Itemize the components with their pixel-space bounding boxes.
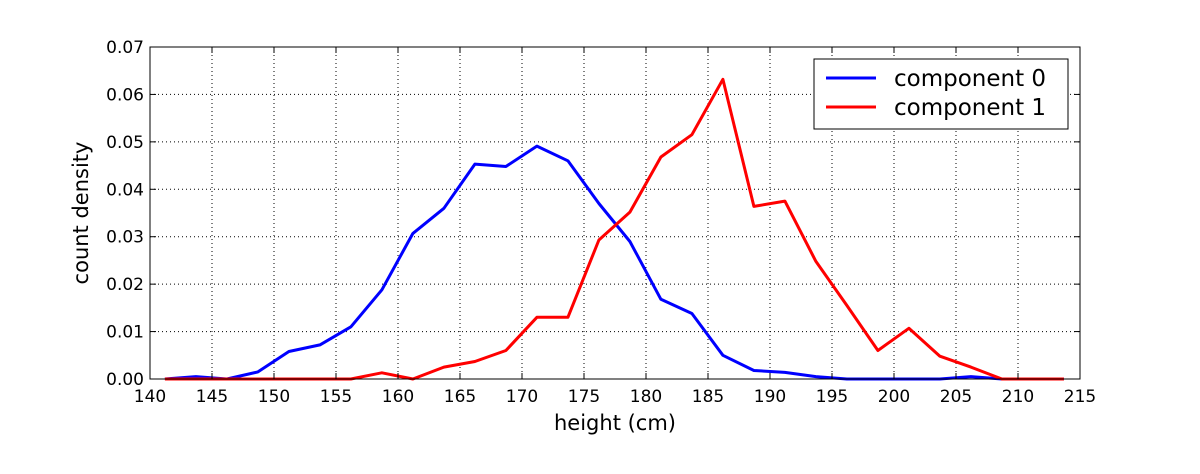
- x-tick-label: 145: [196, 387, 228, 407]
- legend-label-component-1: component 1: [894, 95, 1046, 121]
- plot-frame: [149, 46, 1081, 380]
- y-tick-label: 0.04: [106, 180, 144, 200]
- x-tick-label: 215: [1064, 387, 1096, 407]
- y-axis-label: count density: [69, 142, 93, 285]
- y-tick-label: 0.02: [106, 275, 144, 295]
- x-axis-ticks: 140 145 150 155 160 165 170 175 180 185 190 195 200 2…: [134, 47, 1096, 407]
- y-tick-label: 0.01: [106, 323, 144, 343]
- legend-label-component-0: component 0: [894, 66, 1046, 92]
- x-tick-label: 185: [692, 387, 724, 407]
- x-tick-label: 155: [320, 387, 352, 407]
- y-tick-label: 0.05: [106, 133, 144, 153]
- x-tick-label: 175: [568, 387, 600, 407]
- y-axis-ticks: 0.00 0.01 0.02 0.03 0.04 0.05 0.06 0.07: [106, 38, 1080, 390]
- grid-lines: [150, 47, 1080, 379]
- legend-box: [813, 58, 1069, 130]
- x-tick-label: 160: [382, 387, 414, 407]
- x-tick-label: 195: [816, 387, 848, 407]
- y-tick-label: 0.03: [106, 228, 144, 248]
- x-tick-label: 180: [630, 387, 662, 407]
- x-tick-label: 140: [134, 387, 166, 407]
- y-tick-label: 0.00: [106, 370, 144, 390]
- x-tick-label: 190: [754, 387, 786, 407]
- y-tick-label: 0.07: [106, 38, 144, 58]
- x-tick-label: 205: [940, 387, 972, 407]
- legend: component 0 component 1: [813, 58, 1069, 130]
- x-tick-label: 170: [506, 387, 538, 407]
- y-tick-label: 0.06: [106, 85, 144, 105]
- x-tick-label: 200: [878, 387, 910, 407]
- x-tick-label: 150: [258, 387, 290, 407]
- x-axis-label: height (cm): [554, 411, 676, 435]
- x-tick-label: 210: [1002, 387, 1034, 407]
- x-tick-label: 165: [444, 387, 476, 407]
